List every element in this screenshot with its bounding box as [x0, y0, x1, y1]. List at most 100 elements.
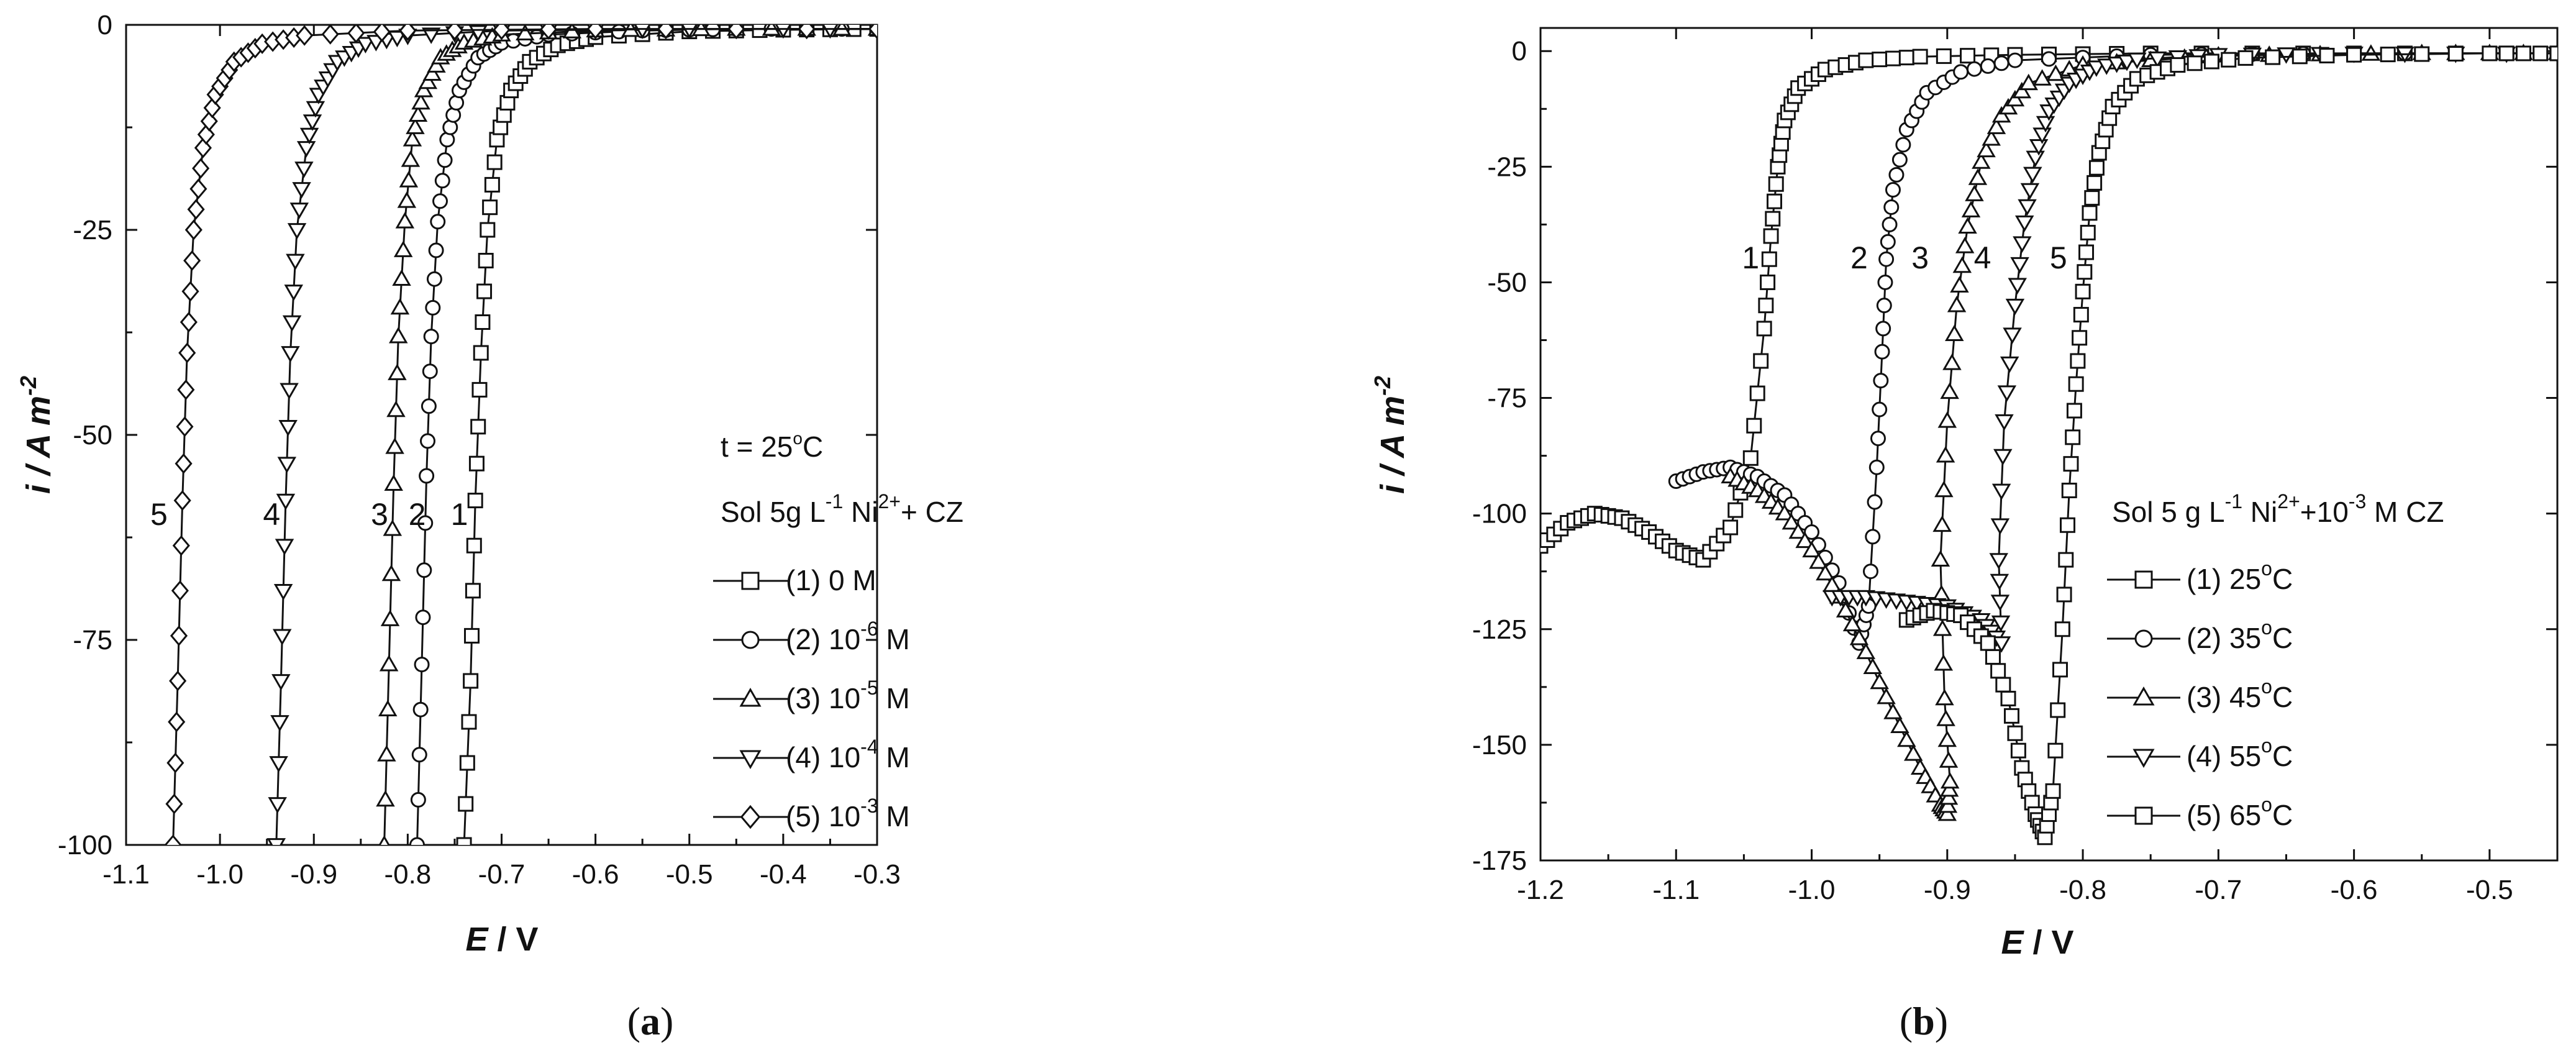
data-point	[1997, 385, 2017, 402]
data-point	[189, 178, 207, 199]
data-point	[1782, 513, 1801, 530]
data-point	[1873, 373, 1889, 389]
data-point	[1991, 615, 2011, 632]
legend-marker	[2132, 686, 2155, 706]
curve-label: 4	[263, 497, 280, 532]
x-tick-label: -1.2	[1517, 875, 1564, 905]
data-point	[280, 383, 299, 400]
legend-solution: Sol 5g L-1 Ni2++ CZ	[721, 490, 963, 528]
data-point	[464, 627, 480, 644]
data-point	[1936, 445, 1955, 463]
legend-temperature: t = 25oC	[721, 429, 823, 463]
data-point	[2128, 52, 2147, 70]
data-point	[2054, 621, 2070, 637]
data-point	[1935, 688, 1954, 706]
y-tick-label: -25	[1487, 152, 1527, 182]
data-point	[1856, 642, 1876, 659]
data-point	[266, 838, 286, 845]
series-2	[1668, 45, 2557, 651]
data-point	[409, 837, 425, 845]
data-point	[1942, 353, 1962, 370]
data-point	[657, 25, 675, 40]
data-point	[1960, 48, 1976, 64]
data-point	[1953, 64, 1969, 80]
data-point	[422, 363, 438, 380]
data-point	[1842, 614, 1862, 632]
data-point	[1758, 298, 1774, 314]
data-point	[385, 437, 404, 454]
data-point	[2097, 58, 2116, 75]
data-point	[416, 562, 432, 578]
data-point	[430, 214, 446, 230]
y-tick-label: -75	[1487, 383, 1527, 414]
data-point	[2032, 69, 2052, 86]
data-point	[2203, 53, 2219, 70]
x-tick-label: -1.1	[1652, 875, 1700, 905]
data-point	[282, 315, 302, 332]
data-point	[1849, 629, 1869, 645]
legend-entry: (4) 55oC	[2107, 734, 2293, 772]
data-point	[493, 25, 511, 40]
data-point	[2080, 224, 2096, 240]
x-tick-label: -1.1	[102, 859, 150, 890]
legend-label: (4) 55oC	[2187, 734, 2293, 772]
data-point	[2056, 586, 2072, 603]
data-point	[176, 416, 194, 437]
data-point	[681, 25, 698, 39]
series-5	[164, 25, 877, 845]
data-point	[373, 25, 391, 42]
data-point	[1877, 687, 1896, 705]
data-point	[2414, 46, 2430, 62]
legend-marker	[2134, 629, 2153, 648]
data-point	[1903, 744, 1923, 761]
curve-label: 4	[1974, 240, 1991, 275]
data-point	[287, 223, 307, 240]
data-point	[473, 345, 489, 361]
data-point	[1876, 298, 1892, 314]
data-point	[2170, 57, 2186, 73]
data-point	[1868, 459, 1885, 475]
data-point	[1874, 344, 1890, 360]
data-point	[276, 493, 296, 511]
data-point	[2005, 89, 2025, 107]
data-point	[1749, 385, 1765, 401]
data-point	[2060, 517, 2076, 533]
data-point	[1945, 324, 1964, 342]
data-point	[180, 311, 198, 333]
data-point	[419, 468, 435, 484]
y-tick-label: -50	[1487, 267, 1527, 298]
data-point	[399, 171, 419, 188]
data-point	[414, 657, 430, 673]
data-point	[1937, 730, 1957, 747]
data-point	[1795, 531, 1814, 549]
data-point	[1723, 519, 1739, 536]
data-point	[273, 629, 292, 646]
legend-entry: (4) 10-4 M	[713, 736, 910, 773]
data-point	[1863, 657, 1882, 675]
legend-solution: Sol 5 g L-1 Ni2++10-3 M CZ	[2112, 490, 2444, 528]
data-point	[270, 715, 289, 732]
data-point	[406, 117, 425, 134]
data-point	[482, 199, 498, 216]
data-point	[2008, 278, 2027, 294]
data-point	[2000, 690, 2016, 706]
data-point	[1931, 550, 1950, 567]
data-point	[456, 837, 472, 845]
data-point	[273, 583, 293, 601]
data-point	[2072, 330, 2088, 346]
data-point	[418, 72, 438, 89]
data-point	[1760, 274, 1776, 290]
data-point	[1742, 450, 1759, 466]
data-point	[465, 583, 481, 599]
legend-label: (2) 35oC	[2187, 616, 2293, 654]
x-tick-label: -0.7	[2195, 875, 2242, 905]
data-point	[1950, 276, 1969, 293]
data-point	[586, 25, 604, 40]
x-tick-label: -0.8	[2059, 875, 2106, 905]
data-point	[1955, 237, 1975, 253]
data-point	[1934, 654, 1954, 671]
data-point	[2061, 482, 2077, 498]
data-point	[1809, 552, 1828, 569]
data-point	[516, 25, 535, 41]
data-point	[421, 27, 441, 44]
